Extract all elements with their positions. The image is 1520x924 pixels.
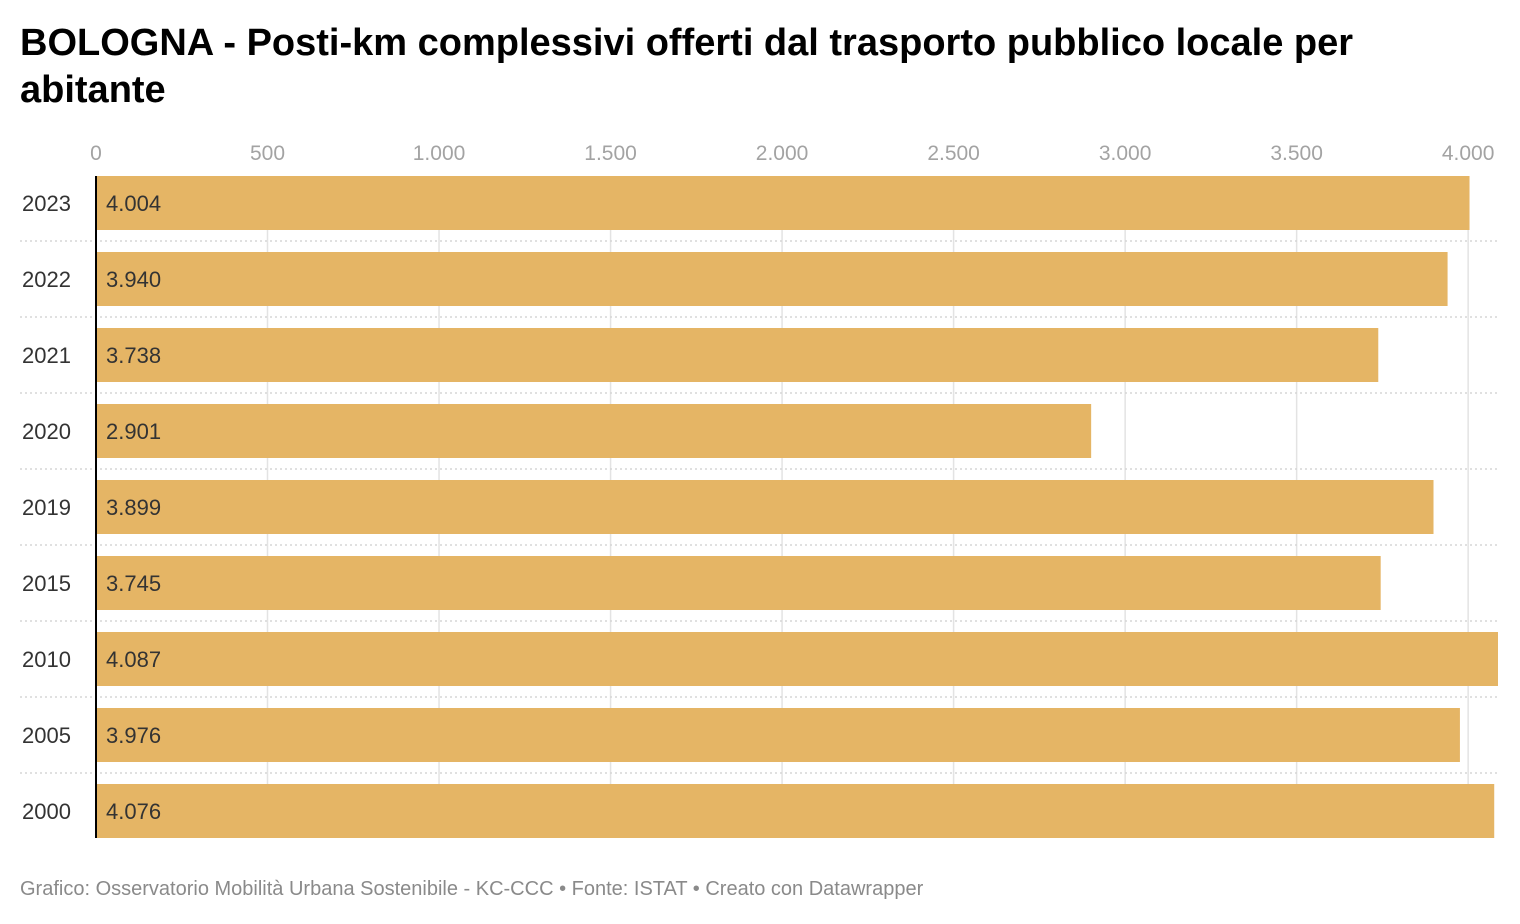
category-label: 2022 — [22, 267, 71, 292]
bar — [96, 252, 1448, 306]
x-tick-label: 1.500 — [584, 142, 637, 165]
category-label: 2005 — [22, 723, 71, 748]
category-label: 2023 — [22, 191, 71, 216]
x-tick-label: 4.000 — [1442, 142, 1495, 165]
bar-value-label: 3.738 — [106, 343, 161, 368]
x-tick-label: 1.000 — [413, 142, 466, 165]
category-label: 2000 — [22, 799, 71, 824]
bar — [96, 632, 1498, 686]
bar-value-label: 4.004 — [106, 191, 161, 216]
category-label: 2020 — [22, 419, 71, 444]
bar — [96, 556, 1381, 610]
category-label: 2015 — [22, 571, 71, 596]
category-label: 2010 — [22, 647, 71, 672]
bar — [96, 480, 1434, 534]
x-tick-label: 3.500 — [1270, 142, 1323, 165]
x-tick-label: 3.000 — [1099, 142, 1152, 165]
chart-footer: Grafico: Osservatorio Mobilità Urbana So… — [20, 878, 924, 900]
bar-value-label: 2.901 — [106, 419, 161, 444]
bar-value-label: 3.899 — [106, 495, 161, 520]
x-tick-label: 500 — [250, 142, 285, 165]
x-tick-label: 2.000 — [756, 142, 809, 165]
bar-value-label: 4.087 — [106, 647, 161, 672]
bar — [96, 404, 1092, 458]
bar-value-label: 3.940 — [106, 267, 161, 292]
x-tick-label: 0 — [90, 142, 102, 165]
bars — [96, 176, 1498, 838]
category-label: 2021 — [22, 343, 71, 368]
bar — [96, 784, 1495, 838]
bar — [96, 328, 1379, 382]
chart-title: BOLOGNA - Posti-km complessivi offerti d… — [20, 22, 1354, 111]
bar — [96, 176, 1470, 230]
x-tick-label: 2.500 — [927, 142, 980, 165]
category-label: 2019 — [22, 495, 71, 520]
bar — [96, 708, 1460, 762]
bar-value-label: 3.976 — [106, 723, 161, 748]
x-axis-ticks: 0 500 1.000 1.500 2.000 2.500 3.000 3.500 4.000 — [90, 142, 1494, 165]
labels: 4.004 2023 3.940 2022 3.738 2021 2.901 2020 3.89… — [22, 191, 161, 824]
bar-value-label: 3.745 — [106, 571, 161, 596]
bar-value-label: 4.076 — [106, 799, 161, 824]
